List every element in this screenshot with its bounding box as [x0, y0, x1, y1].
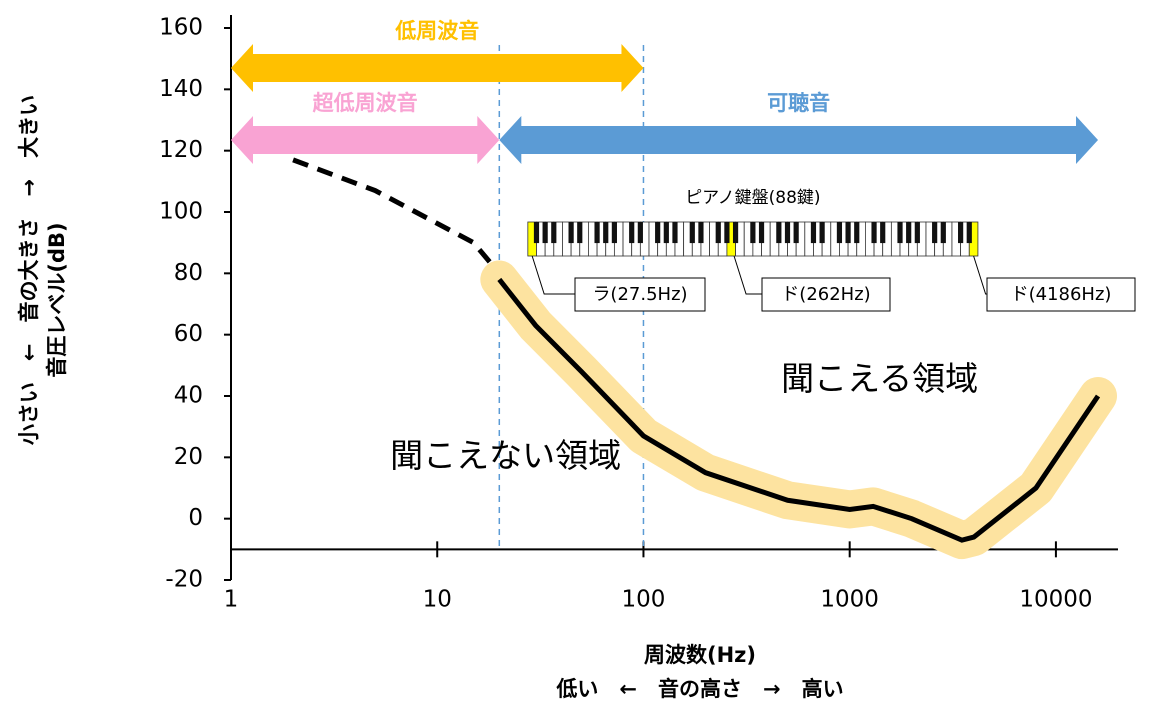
black-key	[594, 222, 600, 244]
range-arrow	[231, 116, 500, 164]
marker-box	[986, 277, 1136, 312]
black-key	[724, 222, 730, 244]
marker-label: ド(262Hz)	[781, 284, 870, 305]
x-label: 周波数(Hz)	[644, 643, 756, 667]
black-key	[914, 222, 920, 244]
black-key	[637, 222, 643, 244]
y-tick-label: -20	[165, 567, 203, 593]
black-key	[732, 222, 739, 244]
black-key	[533, 222, 540, 244]
black-key	[906, 222, 912, 244]
black-key	[663, 222, 669, 244]
black-key	[958, 222, 964, 244]
region-label: 聞こえる領域	[781, 359, 978, 398]
y-label-2: 音圧レベル(dB)	[45, 222, 69, 377]
y-tick-label: 160	[159, 15, 203, 41]
black-key	[629, 222, 635, 244]
y-tick-label: 100	[159, 199, 203, 225]
x-label-2: 低い ← 音の高さ → 高い	[555, 677, 843, 701]
black-key	[776, 222, 782, 244]
black-key	[897, 222, 903, 244]
x-tick-label: 1	[224, 587, 239, 613]
black-key	[871, 222, 877, 244]
black-key	[577, 222, 583, 244]
marker-box	[574, 277, 706, 312]
y-tick-label: 140	[159, 76, 203, 102]
range-label: 可聴音	[767, 91, 830, 115]
black-key	[854, 222, 860, 244]
range-label: 低周波音	[394, 19, 479, 43]
black-key	[750, 222, 756, 244]
black-key	[551, 222, 557, 244]
black-key	[655, 222, 661, 244]
x-tick-label: 10000	[1019, 587, 1092, 613]
marker-label: ド(4186Hz)	[1011, 284, 1112, 305]
marker-leader	[973, 255, 987, 295]
black-key	[672, 222, 678, 244]
marker-leader	[733, 255, 762, 295]
black-key	[836, 222, 843, 244]
black-key	[810, 222, 817, 244]
black-key	[793, 222, 799, 244]
x-tick-label: 1000	[820, 587, 879, 613]
range-arrow	[231, 44, 644, 92]
black-key	[845, 222, 851, 244]
black-key	[698, 222, 704, 244]
y-tick-label: 60	[174, 321, 203, 347]
piano-title: ピアノ鍵盤(88鍵)	[685, 188, 820, 208]
black-key	[966, 222, 972, 244]
range-label: 超低周波音	[313, 91, 418, 115]
black-key	[568, 222, 574, 244]
black-key	[603, 222, 609, 244]
x-tick-label: 10	[423, 587, 452, 613]
black-key	[784, 222, 791, 244]
piano-keyboard	[527, 221, 979, 257]
y-label: 小さい ← 音の大きさ → 大きい	[17, 95, 41, 445]
y-tick-label: 120	[159, 137, 203, 163]
y-tick-label: 20	[174, 444, 203, 470]
y-tick-label: 80	[174, 260, 203, 286]
black-key	[819, 222, 825, 244]
y-tick-label: 0	[188, 505, 203, 531]
black-key	[542, 222, 548, 244]
y-tick-label: 40	[174, 383, 203, 409]
region-label: 聞こえない領域	[390, 436, 621, 475]
threshold-line	[497, 277, 1101, 543]
marker-label: ラ(27.5Hz)	[592, 284, 687, 305]
black-key	[880, 222, 886, 244]
black-key	[689, 222, 695, 244]
marker-box	[761, 277, 891, 312]
black-key	[715, 222, 721, 244]
black-key	[758, 222, 765, 244]
x-tick-label: 100	[622, 587, 666, 613]
marker-leader	[531, 255, 575, 295]
black-key	[932, 222, 938, 244]
threshold-line	[292, 157, 502, 275]
black-key	[611, 222, 617, 244]
black-key	[940, 222, 946, 244]
range-arrow	[499, 116, 1099, 164]
